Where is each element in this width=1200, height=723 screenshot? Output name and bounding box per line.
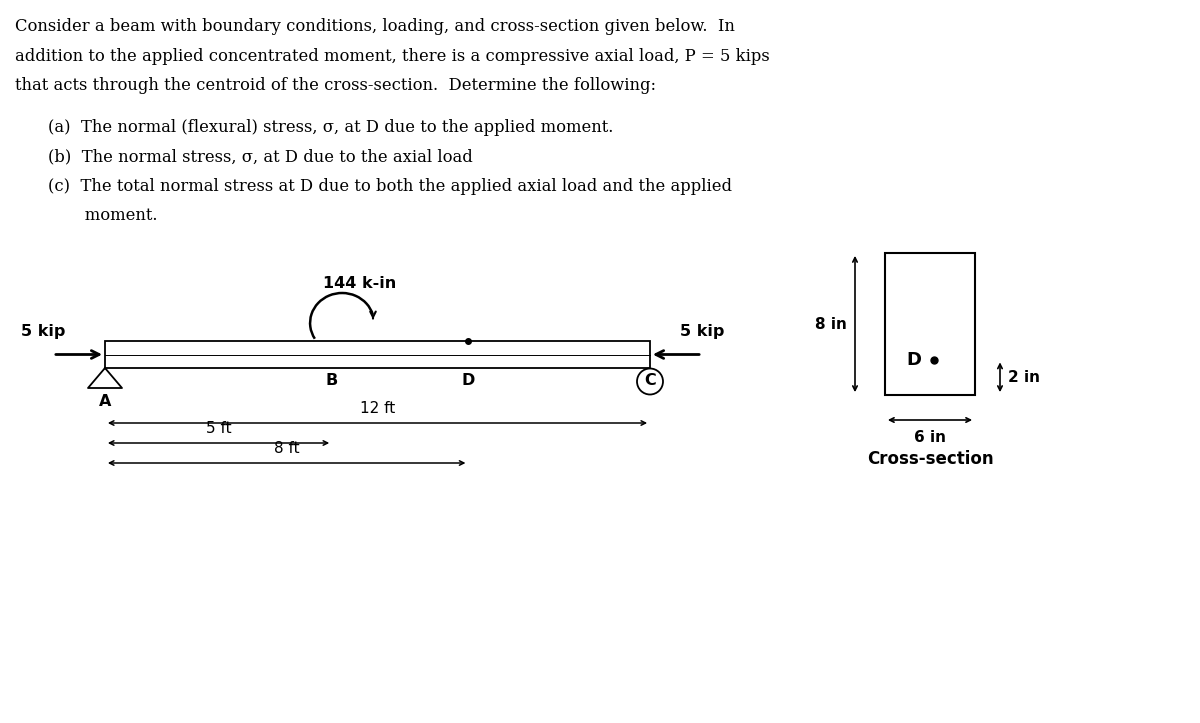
Text: 6 in: 6 in <box>914 430 946 445</box>
Text: 5 kip: 5 kip <box>20 323 65 338</box>
Text: Cross-section: Cross-section <box>866 450 994 468</box>
Text: C: C <box>644 373 656 388</box>
Text: Consider a beam with boundary conditions, loading, and cross-section given below: Consider a beam with boundary conditions… <box>14 18 734 35</box>
Text: 8 in: 8 in <box>815 317 847 332</box>
Text: 144 k-in: 144 k-in <box>324 276 397 291</box>
Text: (c)  The total normal stress at D due to both the applied axial load and the app: (c) The total normal stress at D due to … <box>48 178 732 195</box>
Text: 2 in: 2 in <box>1008 369 1040 385</box>
Text: 5 ft: 5 ft <box>205 421 232 436</box>
Text: 12 ft: 12 ft <box>360 401 395 416</box>
Text: D: D <box>462 373 475 388</box>
Text: 5 kip: 5 kip <box>680 323 725 338</box>
Text: (b)  The normal stress, σ, at D due to the axial load: (b) The normal stress, σ, at D due to th… <box>48 148 473 166</box>
Text: (a)  The normal (flexural) stress, σ, at D due to the applied moment.: (a) The normal (flexural) stress, σ, at … <box>48 119 613 136</box>
Text: D: D <box>906 351 922 369</box>
Text: addition to the applied concentrated moment, there is a compressive axial load, : addition to the applied concentrated mom… <box>14 48 769 64</box>
Text: B: B <box>326 373 338 388</box>
Text: 8 ft: 8 ft <box>274 441 300 456</box>
Text: A: A <box>98 394 112 409</box>
Text: that acts through the centroid of the cross-section.  Determine the following:: that acts through the centroid of the cr… <box>14 77 656 94</box>
Bar <box>886 253 974 395</box>
Text: moment.: moment. <box>48 208 157 225</box>
Bar <box>106 341 650 368</box>
